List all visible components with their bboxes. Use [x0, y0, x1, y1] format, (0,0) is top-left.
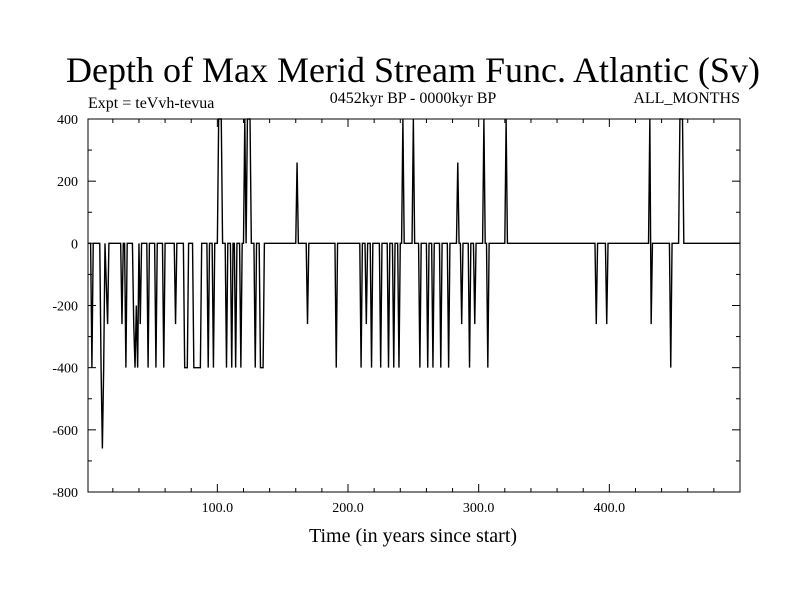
series-line-0	[88, 118, 740, 449]
y-axis: -800 -600 -400 -200 0 200 400	[52, 113, 740, 501]
chart-subtitle-center: 0452kyr BP - 0000kyr BP	[330, 90, 497, 107]
x-tick-label: 100.0	[202, 501, 234, 516]
y-tick-label: 200	[57, 175, 78, 190]
chart-title: Depth of Max Merid Stream Func. Atlantic…	[66, 50, 760, 90]
x-tick-label: 200.0	[332, 501, 364, 516]
x-tick-label: 300.0	[463, 501, 495, 516]
y-tick-label: -600	[52, 424, 78, 439]
x-tick-label: 400.0	[594, 501, 626, 516]
chart-subtitle-left: Expt = teVvh-tevua	[88, 95, 214, 112]
y-tick-label: 0	[71, 237, 78, 252]
y-tick-label: -800	[52, 486, 78, 501]
x-axis-label: Time (in years since start)	[309, 525, 517, 547]
chart-subtitle-right: ALL_MONTHS	[633, 90, 740, 107]
y-tick-label: -200	[52, 300, 78, 315]
plot-area	[87, 118, 741, 493]
y-tick-label: 400	[57, 113, 78, 128]
x-axis: 100.0 200.0 300.0 400.0	[112, 119, 715, 516]
y-tick-label: -400	[52, 362, 78, 377]
